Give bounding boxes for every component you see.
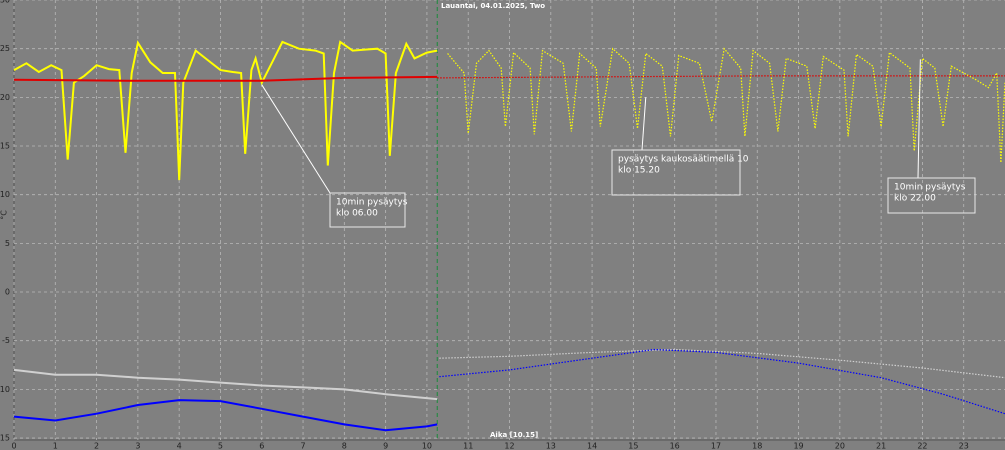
y-tick-label: 15 [0, 142, 10, 151]
y-tick-label: 25 [0, 44, 10, 53]
annotation-pointer [917, 59, 921, 179]
x-tick-label: 3 [135, 442, 140, 450]
y-axis-label: °C [0, 210, 9, 220]
y-tick-label: -15 [0, 434, 10, 443]
x-tick-label: 2 [94, 442, 99, 450]
y-tick-label: 30 [0, 0, 10, 5]
x-tick-label: 9 [383, 442, 388, 450]
x-tick-label: 1 [53, 442, 58, 450]
series-line [13, 40, 438, 181]
x-tick-label: 20 [835, 442, 845, 450]
x-axis-label: Aika [10.15] [490, 431, 538, 439]
x-tick-label: 14 [587, 442, 597, 450]
x-tick-label: 17 [711, 442, 721, 450]
x-tick-label: 19 [793, 442, 803, 450]
x-tick-label: 13 [546, 442, 556, 450]
series-line [13, 399, 438, 432]
series-line [439, 348, 1005, 415]
x-tick-label: 18 [752, 442, 762, 450]
x-tick-label: 0 [11, 442, 16, 450]
x-tick-label: 23 [959, 442, 969, 450]
annotation-text: klo 06.00 [336, 209, 378, 219]
x-tick-label: 11 [463, 442, 473, 450]
x-tick-label: 16 [670, 442, 680, 450]
x-tick-label: 7 [300, 442, 305, 450]
annotation-text: klo 22.00 [894, 194, 936, 204]
annotation-text: 10min pysäytys [894, 183, 966, 193]
x-tick-label: 12 [504, 442, 514, 450]
y-tick-label: 0 [5, 288, 10, 297]
series-line [13, 368, 438, 401]
series-line [447, 47, 1005, 163]
x-tick-label: 8 [342, 442, 347, 450]
series-line [437, 75, 1005, 79]
y-tick-label: 10 [0, 190, 10, 199]
annotation-box [887, 177, 976, 214]
y-tick-label: 5 [5, 239, 10, 248]
x-tick-label: 6 [259, 442, 264, 450]
chart-title: Lauantai, 04.01.2025, Two [441, 2, 545, 10]
series-line [13, 75, 438, 82]
y-tick-label: -10 [0, 385, 10, 394]
x-tick-label: 5 [218, 442, 223, 450]
x-tick-label: 4 [177, 442, 182, 450]
annotation-text: pysäytys kaukosäätimellä 10 [618, 155, 749, 165]
annotation-pointer [261, 84, 331, 194]
y-tick-label: 20 [0, 93, 10, 102]
x-tick-label: 22 [917, 442, 927, 450]
annotation-text: klo 15.20 [618, 166, 660, 176]
annotation-box [329, 192, 406, 228]
annotation-box [611, 149, 741, 196]
y-tick-label: -5 [2, 336, 10, 345]
x-tick-label: 15 [628, 442, 638, 450]
annotation-pointer [641, 97, 647, 151]
series-line [439, 348, 1005, 379]
annotation-text: 10min pysäytys [336, 198, 408, 208]
x-tick-label: 10 [422, 442, 432, 450]
x-tick-label: 21 [876, 442, 886, 450]
